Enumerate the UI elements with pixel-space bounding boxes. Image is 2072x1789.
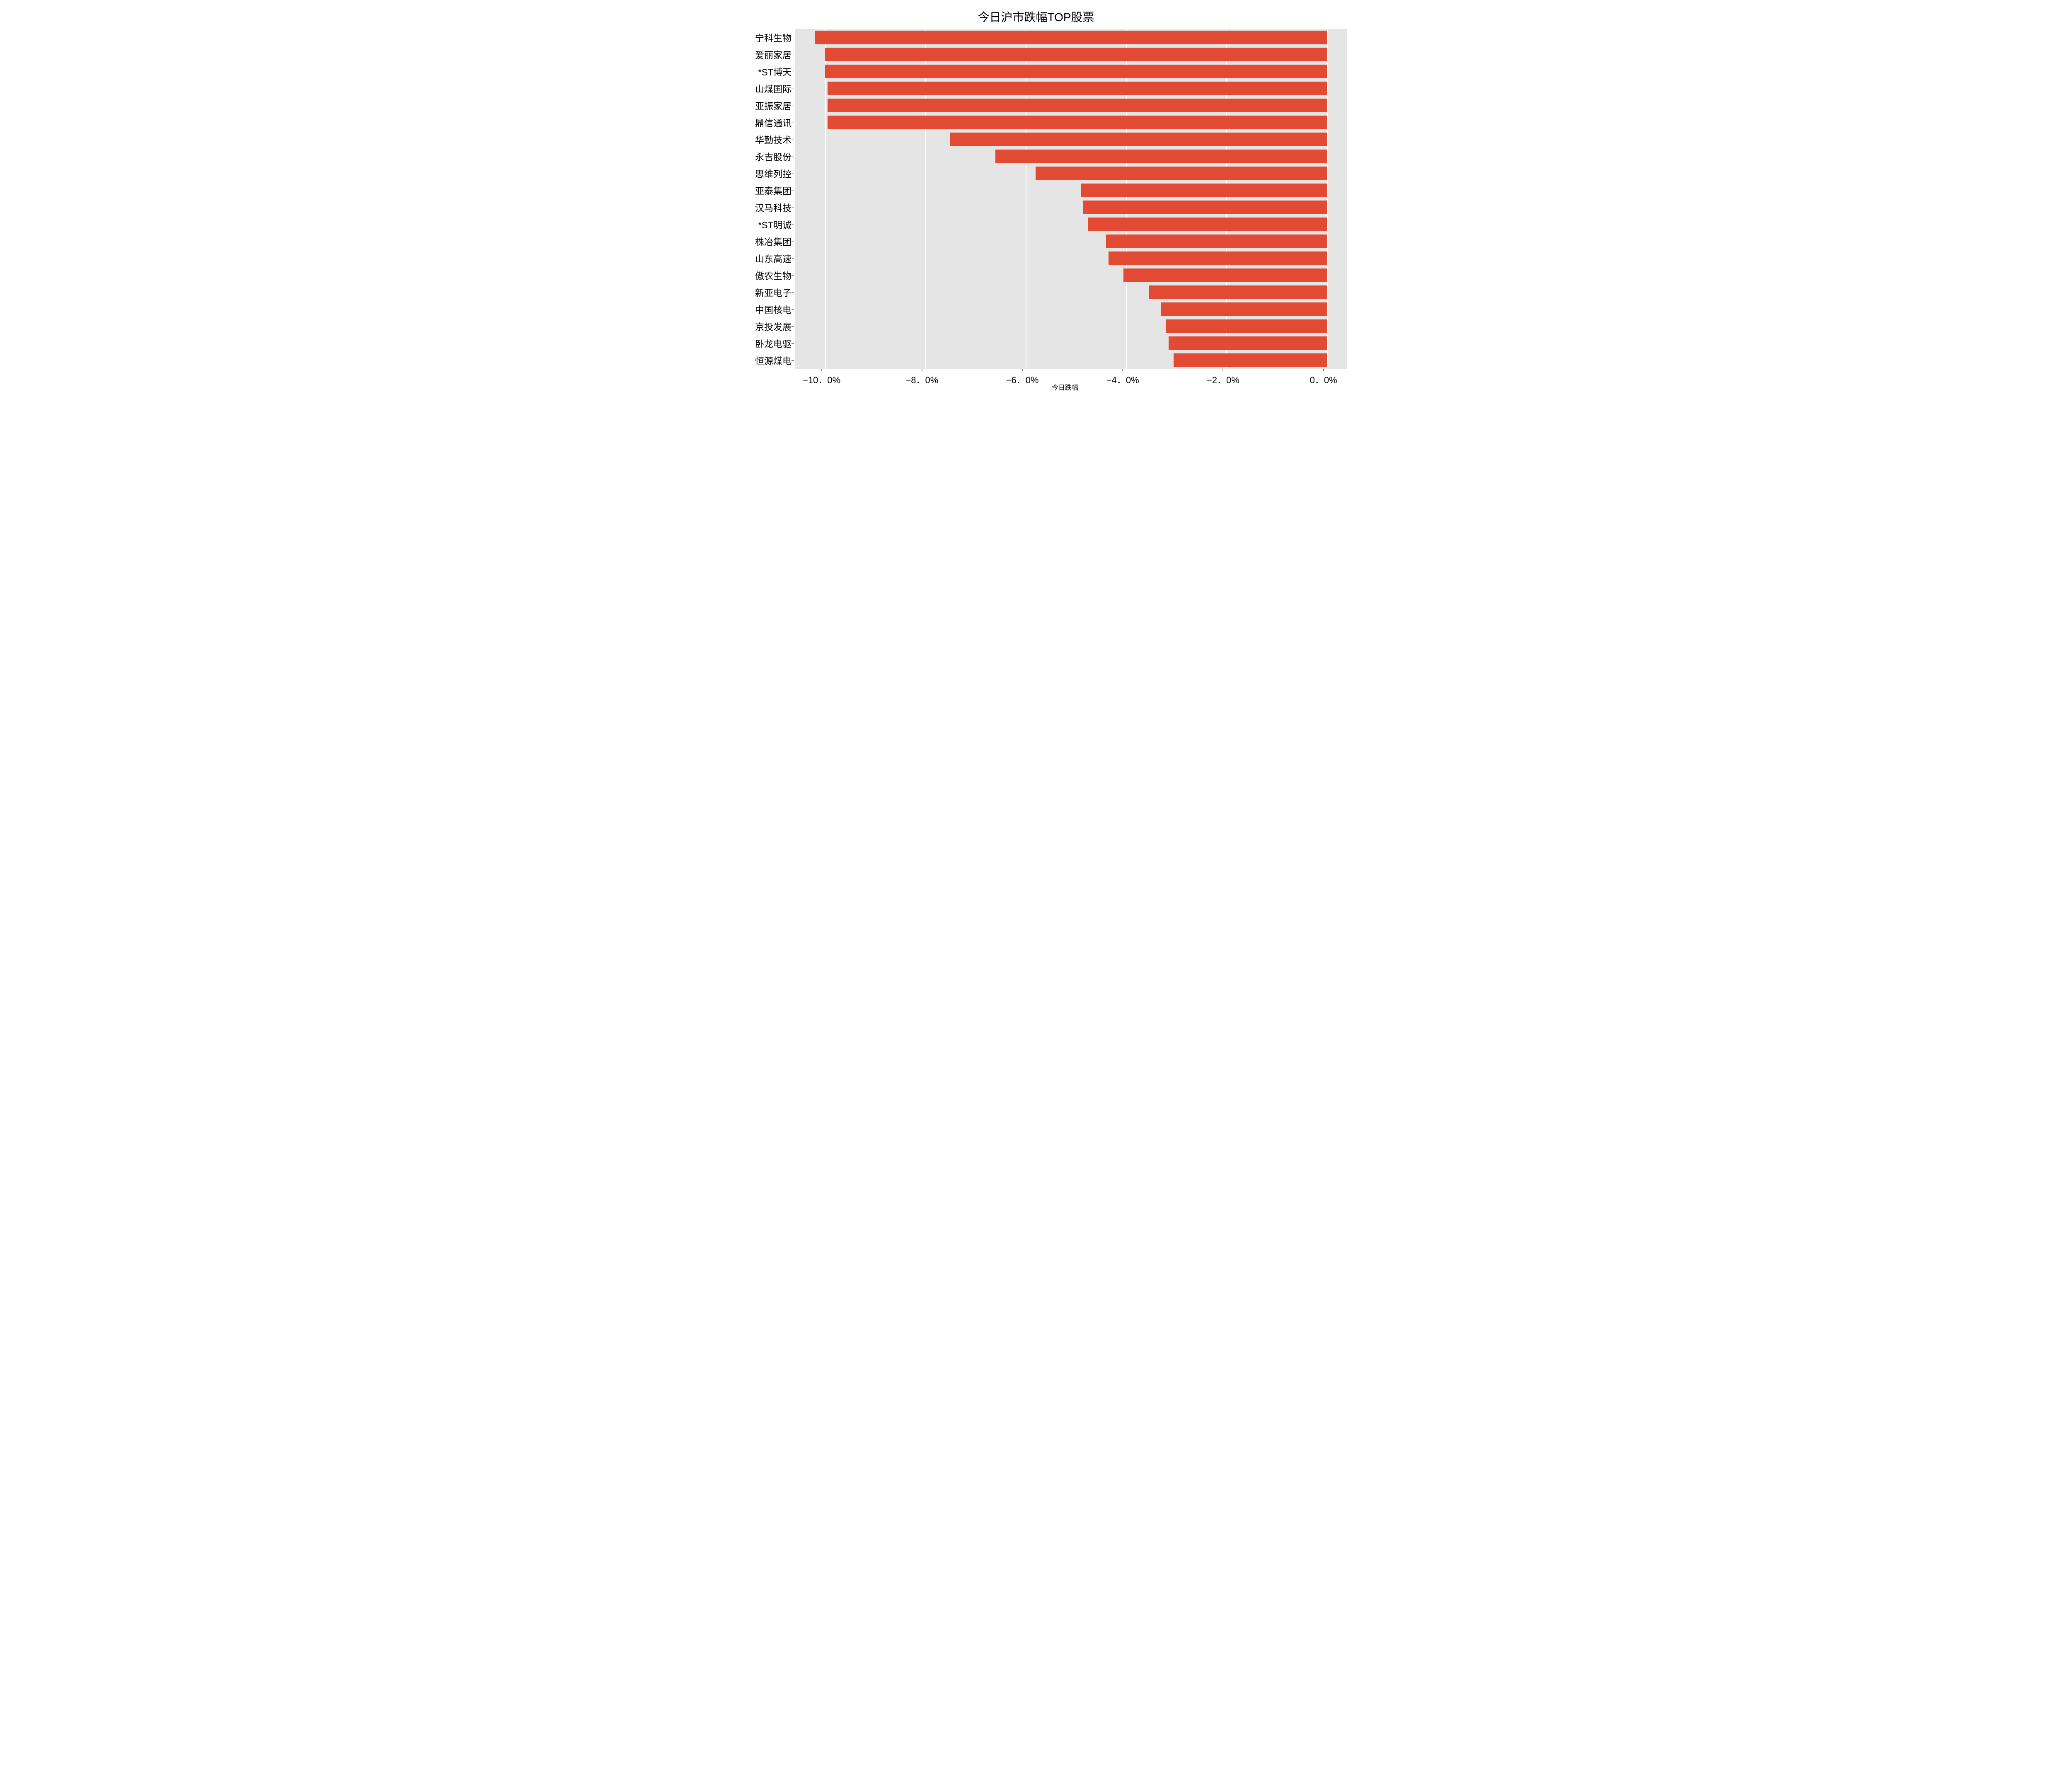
y-tick-label: 中国核电 [725, 301, 792, 318]
bar [1081, 184, 1326, 197]
chart-title: 今日沪市跌幅TOP股票 [725, 8, 1347, 25]
x-tick: −2．0% [1207, 369, 1239, 386]
bar [825, 65, 1327, 78]
y-tick-label: 山煤国际 [725, 80, 792, 97]
y-tick-label: 亚泰集团 [725, 182, 792, 199]
bar-row [795, 335, 1347, 352]
bar [1161, 302, 1327, 316]
bar [1149, 285, 1327, 299]
plot-area [795, 29, 1347, 369]
y-tick-label: 京投发展 [725, 318, 792, 335]
bar-row [795, 80, 1347, 97]
bar-row [795, 284, 1347, 301]
bar [1169, 336, 1326, 350]
x-ticks: −10．0%−8．0%−6．0%−4．0%−2．0%0．0% [792, 369, 1339, 381]
bar [815, 31, 1326, 44]
bar [1109, 251, 1327, 265]
bar-row [795, 318, 1347, 335]
x-tick: −6．0% [1006, 369, 1039, 386]
bar [1106, 235, 1327, 248]
y-tick-label: 思维列控 [725, 165, 792, 182]
y-tick-label: 亚振家居 [725, 97, 792, 114]
y-tick-label: 卧龙电驱 [725, 335, 792, 352]
x-tick: −10．0% [803, 369, 840, 386]
y-tick-label: *ST博天 [725, 63, 792, 80]
x-tick-label: −6．0% [1006, 373, 1039, 386]
bar-row [795, 301, 1347, 318]
bar-row [795, 165, 1347, 182]
x-tick-label: −10．0% [803, 373, 840, 386]
bar-row [795, 216, 1347, 233]
x-tick-label: 0．0% [1310, 373, 1337, 386]
stock-decline-chart: 今日沪市跌幅TOP股票 宁科生物爱丽家居*ST博天山煤国际亚振家居鼎信通讯华勤技… [725, 8, 1347, 392]
x-axis: −10．0%−8．0%−6．0%−4．0%−2．0%0．0% 今日跌幅 [792, 369, 1339, 392]
x-tick-label: −2．0% [1207, 373, 1239, 386]
bar [828, 99, 1327, 112]
bar-row [795, 97, 1347, 114]
bar [1174, 353, 1326, 367]
y-tick-label: 宁科生物 [725, 29, 792, 46]
bar-row [795, 114, 1347, 131]
bar-row [795, 182, 1347, 199]
y-tick-label: 山东高速 [725, 250, 792, 267]
bar [950, 133, 1326, 146]
y-tick-label: 华勤技术 [725, 131, 792, 148]
y-tick-label: 恒源煤电 [725, 352, 792, 369]
y-tick-label: 傲农生物 [725, 267, 792, 284]
chart-body: 宁科生物爱丽家居*ST博天山煤国际亚振家居鼎信通讯华勤技术永吉股份思维列控亚泰集… [725, 29, 1347, 369]
bar [1036, 167, 1326, 180]
y-tick-label: *ST明诚 [725, 216, 792, 233]
bar [1166, 319, 1327, 333]
x-tick-label: −4．0% [1106, 373, 1139, 386]
bar-row [795, 352, 1347, 369]
bar-row [795, 46, 1347, 63]
y-tick-label: 汉马科技 [725, 199, 792, 216]
y-axis-labels: 宁科生物爱丽家居*ST博天山煤国际亚振家居鼎信通讯华勤技术永吉股份思维列控亚泰集… [725, 29, 795, 369]
bar [1088, 218, 1326, 231]
bar [828, 116, 1327, 129]
y-tick-label: 新亚电子 [725, 284, 792, 301]
bar [995, 150, 1326, 163]
bar-row [795, 29, 1347, 46]
bar-row [795, 63, 1347, 80]
x-tick: −8．0% [905, 369, 938, 386]
bar-row [795, 233, 1347, 250]
bar [1083, 201, 1326, 214]
bar-row [795, 131, 1347, 148]
x-axis-label: 今日跌幅 [792, 382, 1339, 392]
y-tick-label: 株冶集团 [725, 233, 792, 250]
y-tick-label: 永吉股份 [725, 148, 792, 165]
bar-row [795, 267, 1347, 284]
y-tick-label: 爱丽家居 [725, 46, 792, 63]
bar-row [795, 250, 1347, 267]
x-tick: −4．0% [1106, 369, 1139, 386]
bar [825, 48, 1327, 61]
bar-row [795, 199, 1347, 216]
y-tick-label: 鼎信通讯 [725, 114, 792, 131]
bar [1123, 268, 1326, 282]
x-tick: 0．0% [1310, 369, 1337, 386]
bar-row [795, 148, 1347, 165]
x-tick-label: −8．0% [905, 373, 938, 386]
bars-layer [795, 29, 1347, 369]
bar [828, 82, 1327, 95]
